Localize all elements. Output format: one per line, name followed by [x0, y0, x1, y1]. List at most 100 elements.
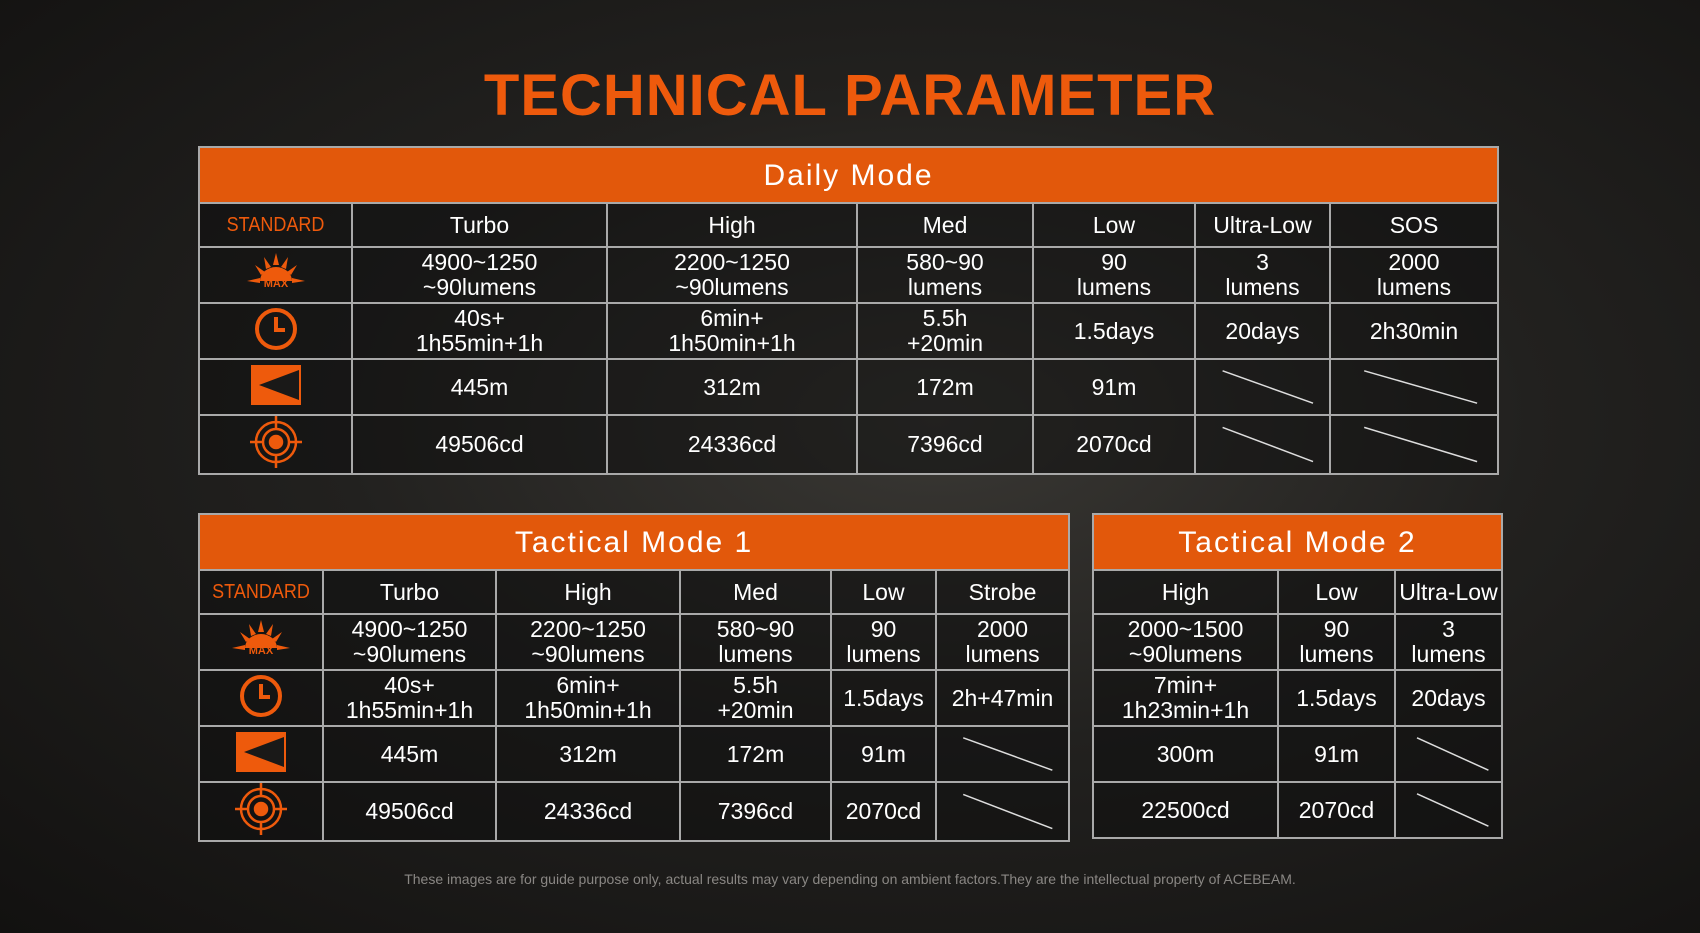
column-header: Turbo: [351, 202, 608, 248]
table-cell: 2000 lumens: [934, 613, 1071, 671]
column-header: High: [606, 202, 858, 248]
table-cell: 2070cd: [830, 781, 937, 842]
table-cell: 6min+ 1h50min+1h: [495, 669, 681, 727]
table-cell: 2070cd: [1032, 414, 1196, 475]
table-row: 49506cd 24336cd 7396cd 2070cd: [198, 781, 1071, 842]
table-cell: 2h+47min: [934, 669, 1071, 727]
column-header: Low: [1032, 202, 1196, 248]
table-cell: 300m: [1092, 725, 1279, 783]
row-icon: [198, 781, 324, 842]
spec-table: Tactical Mode 2 High Low Ultra-Low 2000~1500…: [1091, 513, 1504, 839]
disclaimer: These images are for guide purpose only,…: [404, 871, 1296, 887]
table-title-row: Tactical Mode 2: [1091, 513, 1504, 571]
row-icon: [198, 669, 324, 727]
empty-cell: [1194, 414, 1331, 475]
empty-cell: [1328, 414, 1500, 475]
table-cell: 3 lumens: [1194, 246, 1331, 304]
table-row: MAX 4900~1250 ~90lumens 2200~1250 ~90lumen…: [198, 246, 1500, 304]
table-cell: 24336cd: [606, 414, 858, 475]
table-row: MAX 4900~1250 ~90lumens 2200~1250 ~90lumen…: [198, 613, 1071, 671]
table-title-row: Tactical Mode 1: [197, 513, 1071, 571]
table-title-row: Daily Mode: [197, 146, 1500, 204]
column-header: High: [495, 569, 681, 615]
table-cell: 7396cd: [679, 781, 832, 842]
table-row: 7min+ 1h23min+1h 1.5days 20days: [1092, 669, 1504, 727]
table-cell: 312m: [495, 725, 681, 783]
table-cell: 172m: [679, 725, 832, 783]
icon-label: MAX: [249, 645, 274, 657]
table-cell: 2000~1500 ~90lumens: [1092, 613, 1279, 671]
empty-cell: [1393, 781, 1504, 839]
table-row: 49506cd 24336cd 7396cd 2070cd: [198, 414, 1500, 475]
row-icon: MAX: [198, 613, 324, 671]
standard-label: STANDARD: [204, 569, 318, 615]
column-header: Ultra-Low: [1393, 569, 1504, 615]
table-cell: 445m: [351, 358, 608, 416]
table-cell: 91m: [830, 725, 937, 783]
table-cell: 445m: [322, 725, 497, 783]
table-cell: 1.5days: [830, 669, 937, 727]
page-title: TECHNICAL PARAMETER: [483, 63, 1217, 128]
spec-table: Daily Mode STANDARD Turbo High Med Low Ultra-L…: [197, 146, 1500, 475]
table-cell: 172m: [856, 358, 1034, 416]
table-cell: 20days: [1194, 302, 1331, 360]
column-header: SOS: [1328, 202, 1500, 248]
column-header-row: STANDARD Turbo High Med Low Ultra-Low SOS: [199, 202, 1500, 248]
table-cell: 2200~1250 ~90lumens: [606, 246, 858, 304]
column-header: Strobe: [934, 569, 1071, 615]
table-cell: 3 lumens: [1393, 613, 1504, 671]
table-row: 445m 312m 172m 91m: [198, 725, 1071, 783]
column-header-row: STANDARD Turbo High Med Low Strobe: [199, 569, 1071, 615]
table-row: 40s+ 1h55min+1h 6min+ 1h50min+1h 5.5h +20m…: [198, 669, 1071, 727]
table-cell: 2h30min: [1328, 302, 1500, 360]
table-cell: 2000 lumens: [1328, 246, 1500, 304]
table-cell: 4900~1250 ~90lumens: [351, 246, 608, 304]
empty-cell: [934, 725, 1071, 783]
empty-cell: [1393, 725, 1504, 783]
column-header: Low: [830, 569, 937, 615]
empty-cell: [934, 781, 1071, 842]
table-title: Tactical Mode 2: [1091, 513, 1504, 571]
table-row: 2000~1500 ~90lumens 90 lumens 3 lumens: [1092, 613, 1504, 671]
row-icon: [198, 725, 324, 783]
column-header-row: High Low Ultra-Low: [1092, 569, 1504, 615]
row-icon: [198, 358, 353, 416]
table-cell: 40s+ 1h55min+1h: [351, 302, 608, 360]
table-cell: 7396cd: [856, 414, 1034, 475]
row-icon: MAX: [198, 246, 353, 304]
table-cell: 91m: [1277, 725, 1396, 783]
table-title: Daily Mode: [197, 146, 1500, 204]
spec-table: Tactical Mode 1 STANDARD Turbo High Med Low St…: [197, 513, 1071, 842]
table-row: 40s+ 1h55min+1h 6min+ 1h50min+1h 5.5h +20m…: [198, 302, 1500, 360]
empty-cell: [1328, 358, 1500, 416]
table-cell: 40s+ 1h55min+1h: [322, 669, 497, 727]
column-header: Turbo: [322, 569, 497, 615]
column-header: Med: [856, 202, 1034, 248]
table-title: Tactical Mode 1: [197, 513, 1071, 571]
table-cell: 7min+ 1h23min+1h: [1092, 669, 1279, 727]
table-cell: 580~90 lumens: [679, 613, 832, 671]
table-cell: 49506cd: [351, 414, 608, 475]
table-row: 300m 91m: [1092, 725, 1504, 783]
table-cell: 580~90 lumens: [856, 246, 1034, 304]
table-cell: 1.5days: [1277, 669, 1396, 727]
table-row: 445m 312m 172m 91m: [198, 358, 1500, 416]
column-header: High: [1092, 569, 1279, 615]
table-cell: 91m: [1032, 358, 1196, 416]
column-header: Med: [679, 569, 832, 615]
table-row: 22500cd 2070cd: [1092, 781, 1504, 839]
table-cell: 24336cd: [495, 781, 681, 842]
table-cell: 20days: [1393, 669, 1504, 727]
standard-label: STANDARD: [205, 202, 346, 248]
table-cell: 6min+ 1h50min+1h: [606, 302, 858, 360]
icon-label: MAX: [263, 278, 288, 290]
table-cell: 90 lumens: [1277, 613, 1396, 671]
empty-cell: [1194, 358, 1331, 416]
table-cell: 90 lumens: [830, 613, 937, 671]
table-cell: 2200~1250 ~90lumens: [495, 613, 681, 671]
table-cell: 5.5h +20min: [856, 302, 1034, 360]
table-cell: 2070cd: [1277, 781, 1396, 839]
column-header: Low: [1277, 569, 1396, 615]
table-cell: 4900~1250 ~90lumens: [322, 613, 497, 671]
